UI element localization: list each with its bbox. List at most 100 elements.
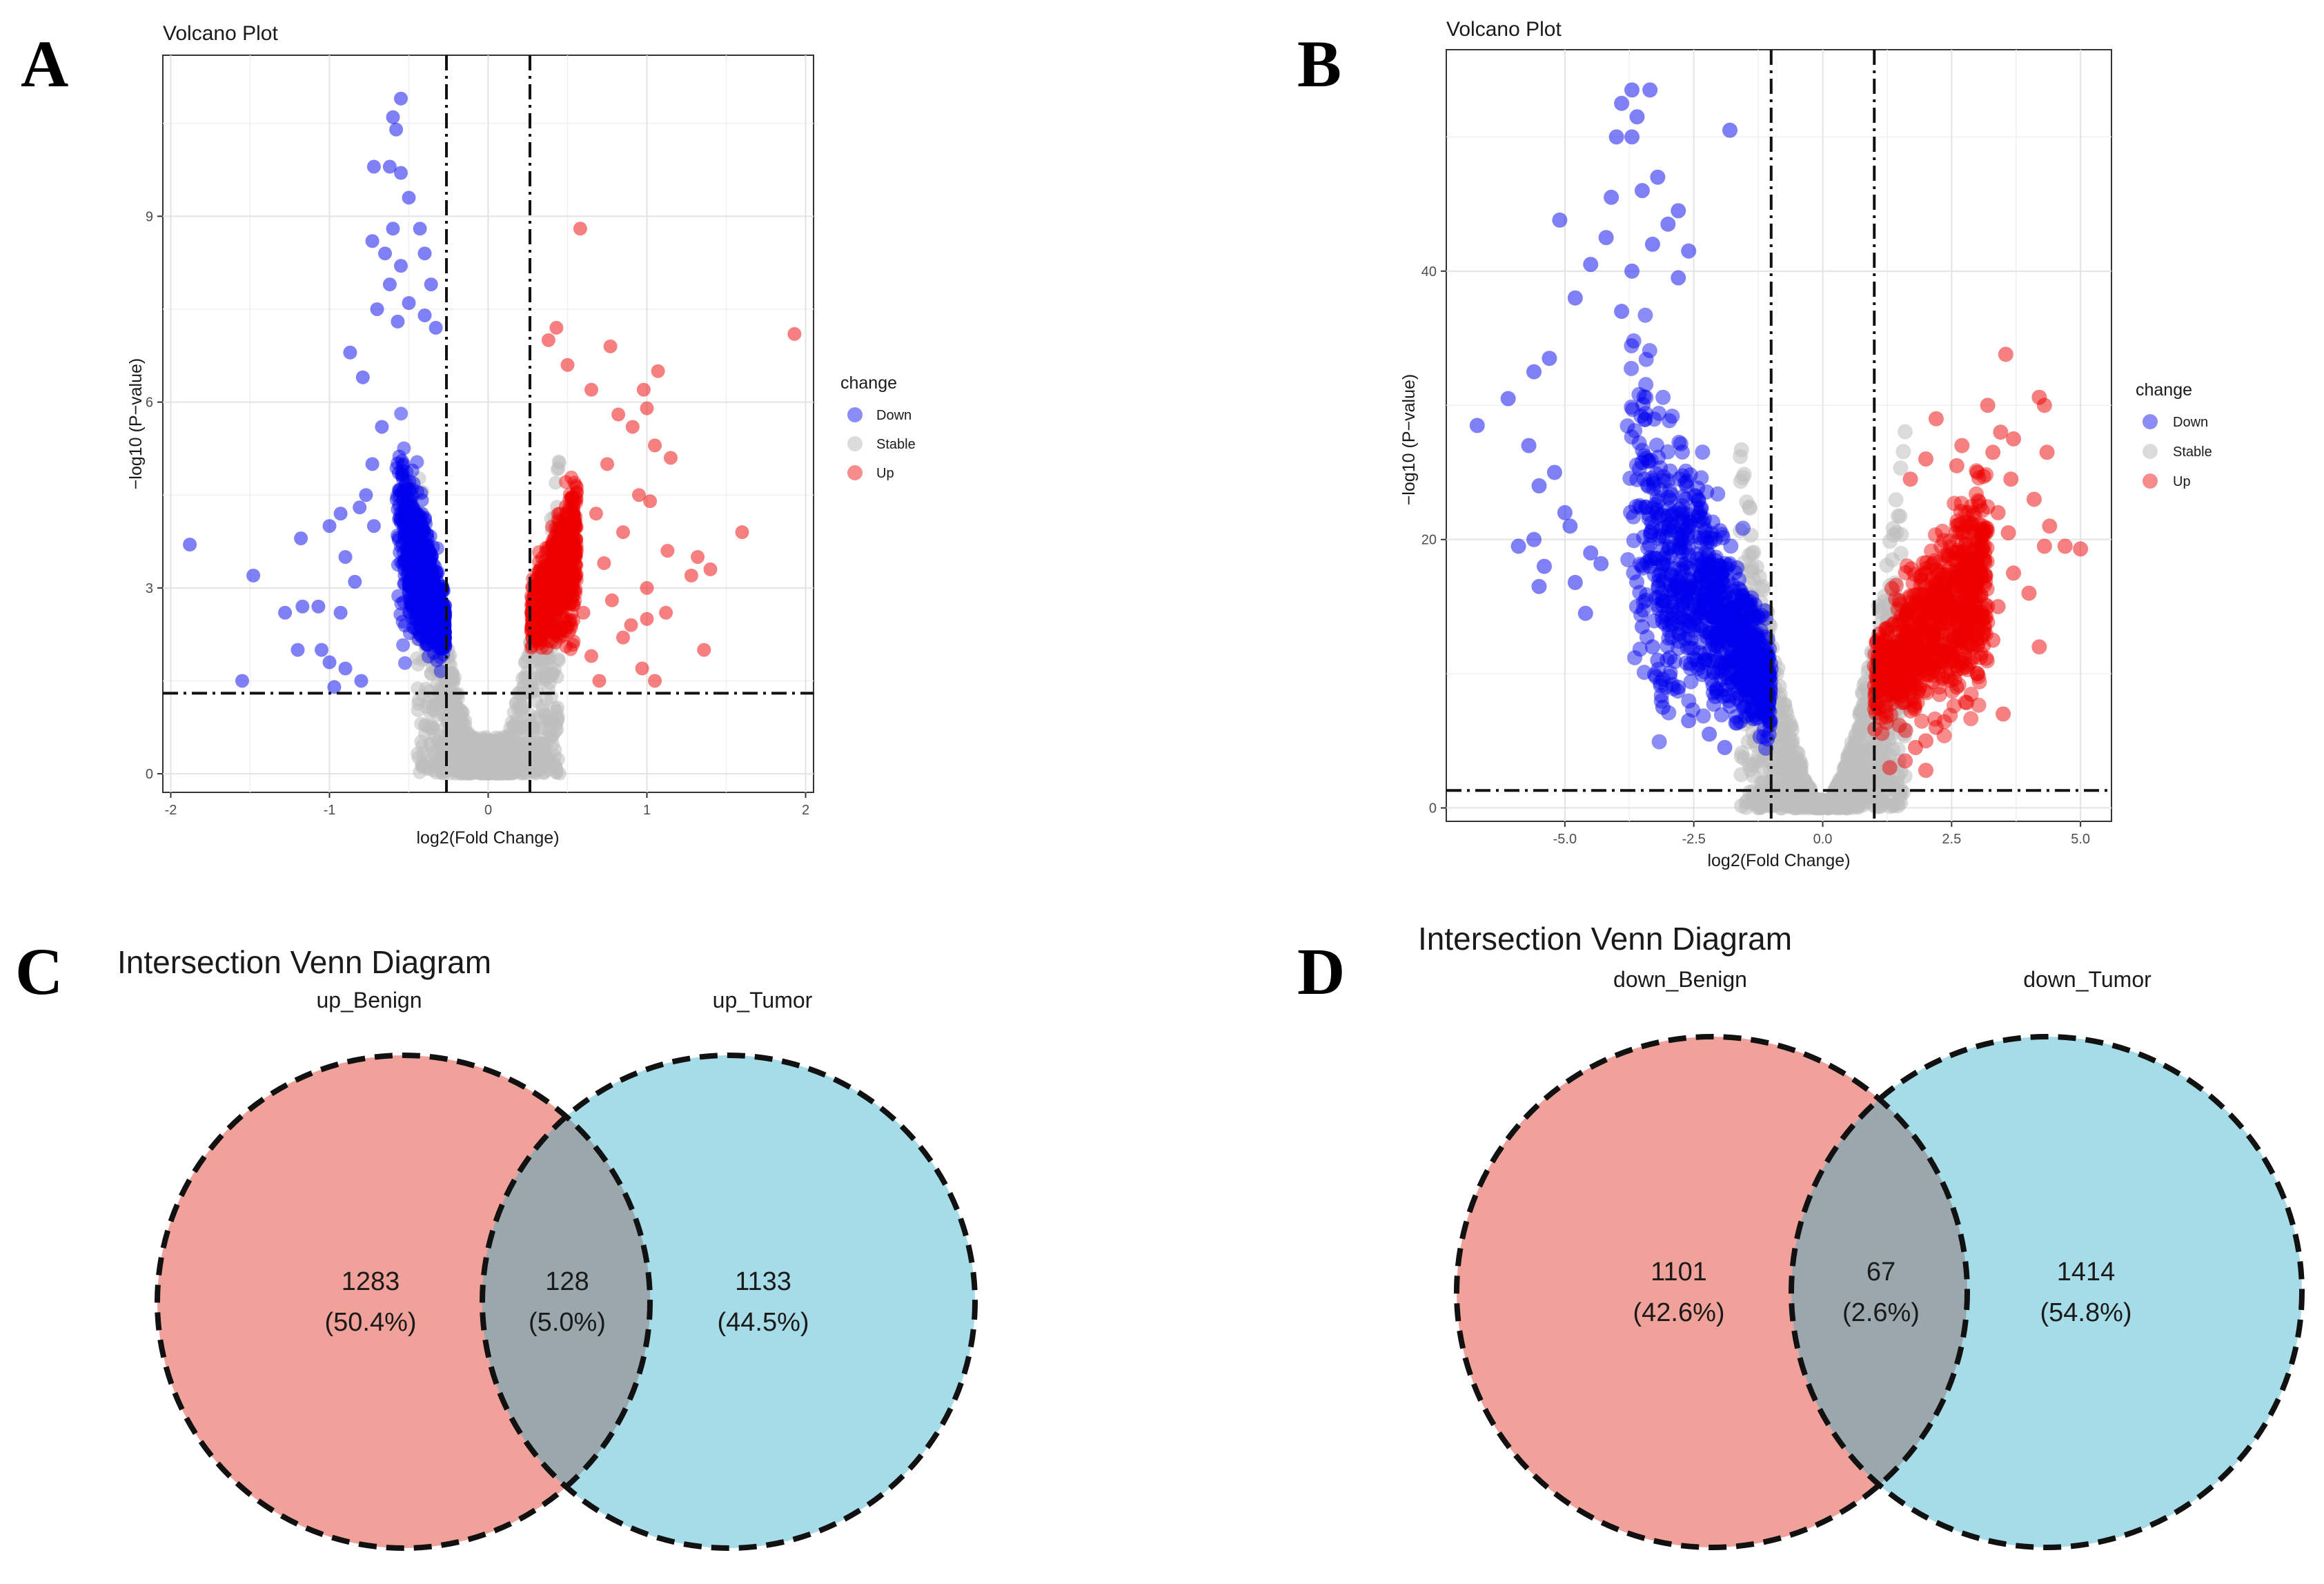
up-point bbox=[542, 594, 557, 609]
down-point bbox=[397, 563, 411, 577]
up-point bbox=[560, 545, 575, 559]
down-point bbox=[426, 601, 440, 616]
up-point bbox=[544, 623, 558, 638]
down-point bbox=[408, 579, 422, 594]
up-point bbox=[549, 540, 563, 555]
up-point bbox=[551, 583, 565, 598]
up-point bbox=[531, 618, 546, 632]
down-outlier-point bbox=[402, 295, 416, 310]
stable-point bbox=[539, 560, 553, 575]
down-point bbox=[421, 595, 435, 609]
up-point bbox=[567, 513, 582, 527]
down-point bbox=[395, 469, 409, 483]
down-point bbox=[426, 576, 441, 590]
down-point bbox=[429, 591, 443, 605]
up-point bbox=[532, 563, 546, 578]
up-point bbox=[559, 639, 573, 654]
up-point bbox=[554, 534, 569, 548]
down-outlier-point bbox=[1650, 652, 1666, 668]
up-point bbox=[544, 519, 559, 534]
down-point bbox=[433, 605, 448, 620]
down-outlier-point bbox=[1717, 740, 1733, 756]
down-outlier-point bbox=[413, 222, 427, 236]
stable-point bbox=[481, 747, 495, 761]
up-point bbox=[560, 565, 574, 580]
down-point bbox=[430, 618, 444, 633]
down-point bbox=[418, 591, 433, 606]
up-point bbox=[557, 548, 571, 563]
down-point bbox=[437, 618, 452, 633]
down-point bbox=[427, 569, 442, 584]
up-point bbox=[559, 517, 573, 531]
down-point bbox=[433, 618, 447, 632]
down-point bbox=[412, 568, 426, 583]
down-point bbox=[424, 594, 438, 609]
down-point bbox=[408, 544, 422, 558]
up-point bbox=[561, 566, 575, 580]
down-point bbox=[420, 558, 434, 572]
down-point bbox=[405, 482, 420, 496]
up-point bbox=[554, 623, 569, 637]
stable-point bbox=[1773, 754, 1789, 770]
down-point bbox=[431, 636, 445, 650]
down-point bbox=[437, 604, 452, 618]
down-point bbox=[422, 622, 437, 636]
down-point bbox=[420, 602, 434, 616]
up-point bbox=[541, 574, 555, 589]
down-point bbox=[421, 597, 435, 612]
up-point bbox=[550, 591, 564, 606]
down-point bbox=[404, 511, 418, 525]
down-point bbox=[407, 505, 422, 519]
panel-label-c: C bbox=[15, 935, 63, 1008]
down-point bbox=[431, 603, 446, 618]
down-point bbox=[411, 549, 426, 563]
down-point bbox=[424, 607, 439, 621]
stable-point bbox=[433, 604, 447, 618]
up-point bbox=[524, 591, 539, 606]
down-point bbox=[411, 515, 426, 529]
stable-point bbox=[1847, 774, 1863, 790]
down-point bbox=[424, 591, 438, 605]
down-point bbox=[394, 407, 408, 421]
up-point bbox=[551, 553, 565, 567]
down-outlier-point bbox=[338, 549, 353, 564]
down-point bbox=[412, 565, 426, 579]
down-point bbox=[408, 580, 422, 594]
down-point bbox=[411, 541, 425, 556]
down-point bbox=[426, 574, 440, 589]
down-point bbox=[431, 587, 445, 601]
down-point bbox=[405, 506, 420, 520]
down-outlier-point bbox=[1660, 216, 1676, 232]
up-point bbox=[549, 521, 563, 536]
down-point bbox=[411, 507, 426, 522]
up-point bbox=[529, 615, 544, 629]
down-point bbox=[407, 542, 422, 556]
up-point bbox=[555, 577, 570, 591]
up-point bbox=[567, 496, 581, 511]
down-point bbox=[422, 615, 437, 629]
up-point bbox=[558, 563, 572, 577]
down-outlier-point bbox=[378, 246, 392, 261]
down-outlier-point bbox=[359, 488, 373, 502]
x-tick-label: 2 bbox=[802, 803, 809, 818]
up-point bbox=[569, 486, 584, 500]
up-point bbox=[524, 619, 539, 634]
down-point bbox=[1695, 444, 1711, 460]
down-point bbox=[398, 502, 413, 516]
down-point bbox=[405, 612, 420, 626]
down-point bbox=[409, 593, 424, 607]
down-point bbox=[426, 605, 441, 619]
down-point bbox=[1720, 573, 1736, 589]
down-point bbox=[400, 498, 415, 513]
down-point bbox=[415, 594, 430, 609]
down-point bbox=[396, 638, 411, 652]
up-point bbox=[562, 525, 576, 539]
down-point bbox=[408, 574, 422, 589]
down-point bbox=[414, 589, 429, 603]
down-point bbox=[402, 520, 417, 534]
down-point bbox=[397, 441, 411, 456]
down-point bbox=[414, 551, 429, 566]
up-point bbox=[552, 556, 567, 571]
up-point bbox=[552, 520, 567, 535]
down-point bbox=[1642, 558, 1657, 574]
